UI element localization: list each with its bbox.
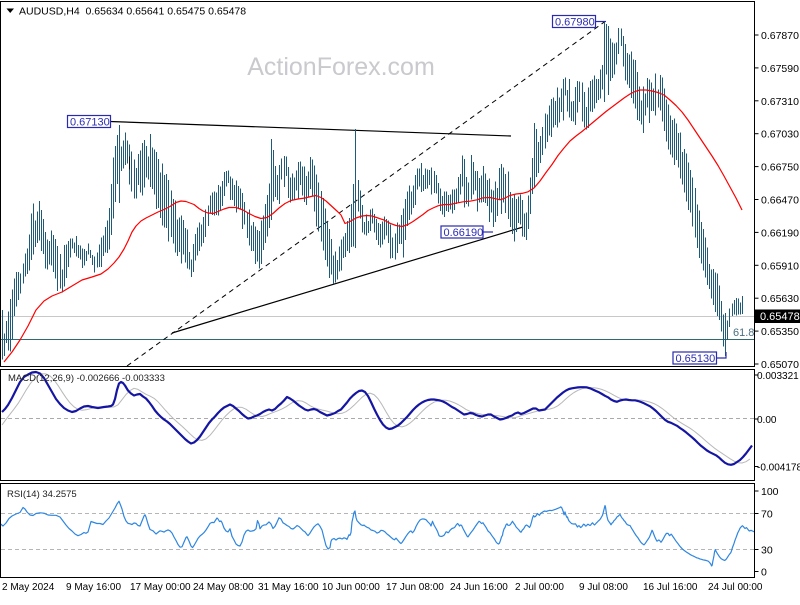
svg-text:10 Jun 00:00: 10 Jun 00:00 [322, 582, 380, 593]
svg-text:0.67590: 0.67590 [761, 63, 799, 75]
svg-text:0.66750: 0.66750 [761, 162, 799, 174]
svg-text:100: 100 [761, 486, 779, 498]
svg-text:0.65630: 0.65630 [761, 293, 799, 305]
svg-text:0.65478: 0.65478 [760, 311, 800, 323]
svg-text:0.65910: 0.65910 [761, 260, 799, 272]
svg-text:0.67980: 0.67980 [555, 17, 595, 29]
svg-text:RSI(14) 34.2575: RSI(14) 34.2575 [7, 489, 77, 500]
svg-text:0.65130: 0.65130 [676, 353, 716, 365]
svg-text:9 Jul 08:00: 9 Jul 08:00 [579, 582, 628, 593]
svg-text:0.67310: 0.67310 [761, 96, 799, 108]
svg-text:0.67130: 0.67130 [70, 117, 110, 129]
svg-text:24 Jun 16:00: 24 Jun 16:00 [450, 582, 508, 593]
svg-text:30: 30 [761, 545, 773, 557]
svg-text:31 May 16:00: 31 May 16:00 [258, 582, 319, 593]
svg-text:0.67870: 0.67870 [761, 30, 799, 42]
svg-text:9 May 16:00: 9 May 16:00 [66, 582, 121, 593]
svg-text:ActionForex.com: ActionForex.com [247, 53, 435, 81]
svg-text:61.8: 61.8 [733, 327, 754, 339]
svg-text:0.66470: 0.66470 [761, 195, 799, 207]
svg-text:0.67030: 0.67030 [761, 129, 799, 141]
svg-text:2 May 2024: 2 May 2024 [2, 582, 55, 593]
svg-text:0: 0 [761, 567, 767, 579]
svg-text:24 Jul 00:00: 24 Jul 00:00 [708, 582, 763, 593]
svg-text:0.65070: 0.65070 [761, 359, 799, 371]
svg-text:0.66190: 0.66190 [761, 227, 799, 239]
svg-text:-0.004178: -0.004178 [757, 463, 800, 474]
svg-text:24 May 08:00: 24 May 08:00 [193, 582, 254, 593]
svg-text:0.66190: 0.66190 [444, 227, 484, 239]
svg-text:MACD(12,26,9) -0.002666 -0.003: MACD(12,26,9) -0.002666 -0.003333 [8, 373, 165, 384]
svg-text:2 Jul 00:00: 2 Jul 00:00 [515, 582, 564, 593]
svg-text:17 May 00:00: 17 May 00:00 [130, 582, 191, 593]
svg-text:AUDUSD,H4 0.65634 0.65641 0.6: AUDUSD,H4 0.65634 0.65641 0.65475 0.6547… [19, 6, 246, 18]
svg-text:0.65350: 0.65350 [761, 326, 799, 338]
svg-text:0.003321: 0.003321 [757, 371, 799, 382]
svg-text:17 Jun 08:00: 17 Jun 08:00 [386, 582, 444, 593]
svg-text:16 Jul 16:00: 16 Jul 16:00 [643, 582, 698, 593]
svg-text:0.00: 0.00 [757, 415, 777, 426]
svg-text:70: 70 [761, 509, 773, 521]
